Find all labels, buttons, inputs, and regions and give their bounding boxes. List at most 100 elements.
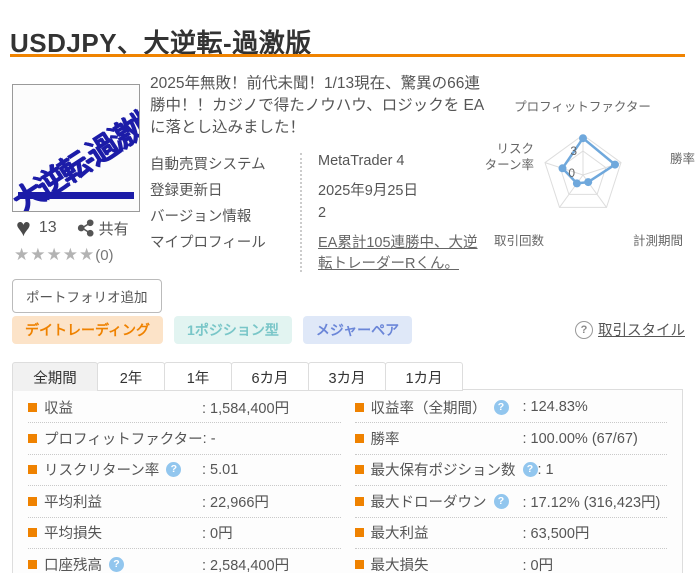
bullet-icon xyxy=(28,434,37,444)
help-icon[interactable]: ? xyxy=(522,462,538,478)
stat-head: 平均利益 xyxy=(28,491,202,512)
help-icon[interactable]: ? xyxy=(493,493,509,509)
stat-label: 勝率 xyxy=(370,432,400,449)
stat-value: : 0円 xyxy=(202,526,233,543)
stat-label: 最大損失 xyxy=(370,557,429,573)
svg-text:0: 0 xyxy=(568,166,575,180)
bullet-icon xyxy=(28,402,37,412)
share-label: 共有 xyxy=(98,220,129,238)
stat-head: 最大損失 xyxy=(354,554,523,573)
stat-label: 最大保有ポジション数 xyxy=(370,463,516,480)
product-image: 大逆転-過激版 xyxy=(12,84,140,212)
help-icon[interactable]: ? xyxy=(166,462,182,478)
stat-label: 収益 xyxy=(44,400,73,417)
bullet-icon xyxy=(354,402,364,412)
bullet-icon xyxy=(28,496,37,506)
period-tabs: 全期間 2年 1年 6カ月 3カ月 1カ月 xyxy=(12,362,463,391)
stat-label: 平均損失 xyxy=(44,526,102,543)
bullet-icon xyxy=(354,528,364,538)
tab-1[interactable]: 全期間 xyxy=(12,362,98,391)
tag-2[interactable]: 1ポジション型 xyxy=(174,316,292,344)
info-label: 登録更新日 xyxy=(150,182,223,199)
share-button[interactable]: 共有 xyxy=(77,218,129,239)
product-info-table: 自動売買システム MetaTrader 4 登録更新日 2025年9月25日バージョン… xyxy=(150,150,482,275)
bullet-icon xyxy=(28,559,37,569)
radar-axis-risk-return: リスク ターン率 xyxy=(484,142,534,172)
stat-row: 最大損失 : 0円 xyxy=(354,549,668,573)
stat-row: 収益率（全期間）?: 124.83% xyxy=(354,392,667,424)
profile-link[interactable]: EA累計105連勝中、大逆転トレーダーRくん。 xyxy=(318,234,478,272)
radar-axis-measurement-period: 計測期間 xyxy=(632,234,683,249)
rating-stars: ★★★★★(0) xyxy=(14,245,114,265)
radar-axis-trade-count: 取引回数 xyxy=(494,234,545,249)
stat-head: プロフィットファクター xyxy=(28,428,203,449)
info-label: バージョン情報 xyxy=(150,208,252,225)
tab-4[interactable]: 6カ月 xyxy=(231,362,309,391)
tab-6[interactable]: 1カ月 xyxy=(385,362,463,391)
info-value: 2025年9月25日 xyxy=(318,182,418,199)
help-icon[interactable]: ? xyxy=(109,556,124,572)
radar-axis-profit-factor: プロフィットファクター xyxy=(514,100,651,114)
star-icons: ★★★★★ xyxy=(14,245,96,264)
stat-value: : 5.01 xyxy=(202,461,239,478)
product-image-bar xyxy=(18,192,134,199)
tag-1[interactable]: デイトレーディング xyxy=(12,316,164,344)
stat-head: 口座残高? xyxy=(28,554,202,573)
bullet-icon xyxy=(28,528,37,538)
tab-5[interactable]: 3カ月 xyxy=(308,362,386,391)
stat-row: 最大ドローダウン?: 17.12% (316,423円) xyxy=(354,486,667,518)
heart-icon[interactable]: ♥ xyxy=(16,214,31,242)
stat-row: 最大保有ポジション数?: 1 xyxy=(354,455,667,487)
stat-value: : 17.12% (316,423円) xyxy=(522,494,661,511)
stat-head: 最大保有ポジション数? xyxy=(354,459,538,480)
stat-head: 収益率（全期間）? xyxy=(354,397,523,418)
stat-head: 最大利益 xyxy=(354,522,523,543)
stats-column-left: 収益: 1,584,400円 プロフィットファクター: - リスクリターン率?: 5… xyxy=(21,392,348,573)
stat-label: プロフィットファクター xyxy=(44,432,203,449)
stats-panel: 収益: 1,584,400円 プロフィットファクター: - リスクリターン率?: 5… xyxy=(12,389,683,573)
stat-head: 勝率 xyxy=(354,428,523,449)
tab-3[interactable]: 1年 xyxy=(164,362,232,391)
info-value: 2 xyxy=(318,204,327,221)
stat-row: リスクリターン率?: 5.01 xyxy=(28,455,341,487)
info-label: マイプロフィール xyxy=(150,234,266,251)
stat-row: 平均損失 : 0円 xyxy=(28,518,341,549)
trade-style-label: 取引スタイル xyxy=(598,323,685,339)
stat-row: 口座残高?: 2,584,400円 xyxy=(28,549,341,573)
stat-label: 最大ドローダウン xyxy=(370,494,487,511)
info-table-divider xyxy=(300,153,302,272)
bullet-icon xyxy=(354,496,364,506)
info-row: マイプロフィール EA累計105連勝中、大逆転トレーダーRくん。 xyxy=(150,228,482,275)
trade-style-link[interactable]: ? 取引スタイル xyxy=(575,319,685,340)
bullet-icon xyxy=(354,559,364,569)
stat-row: 収益: 1,584,400円 xyxy=(28,392,341,424)
stat-value: : 100.00% (67/67) xyxy=(522,430,638,447)
stat-head: リスクリターン率? xyxy=(28,459,202,480)
stat-row: 平均利益: 22,966円 xyxy=(28,486,341,518)
stat-value: : 124.83% xyxy=(522,399,588,416)
bullet-icon xyxy=(354,434,364,444)
info-label: 自動売買システム xyxy=(150,156,266,173)
stat-row: 勝率 : 100.00% (67/67) xyxy=(354,423,667,455)
add-portfolio-button[interactable]: ポートフォリオ追加 xyxy=(12,279,162,313)
product-description: 2025年無敗！前代未聞！1/13現在、驚異の66連勝中！！カジノで得たノウハウ… xyxy=(150,75,485,136)
info-value: MetaTrader 4 xyxy=(318,152,405,169)
help-icon: ? xyxy=(575,320,593,339)
stats-column-right: 収益率（全期間）?: 124.83% 勝率 : 100.00% (67/67) 最大保… xyxy=(348,392,675,573)
bullet-icon xyxy=(354,465,364,475)
radar-chart-svg: 30 xyxy=(544,134,622,208)
stat-label: 口座残高 xyxy=(44,557,102,573)
info-row: 自動売買システム MetaTrader 4 xyxy=(150,150,482,176)
share-icon xyxy=(77,219,94,237)
stat-value: : 63,500円 xyxy=(522,526,590,543)
tag-3[interactable]: メジャーペア xyxy=(302,316,413,344)
radar-axis-win-rate: 勝率 xyxy=(669,152,695,166)
tab-2[interactable]: 2年 xyxy=(97,362,165,391)
stat-value: : 0円 xyxy=(522,557,554,573)
stat-head: 収益 xyxy=(28,397,202,418)
help-icon[interactable]: ? xyxy=(493,399,509,415)
stat-head: 最大ドローダウン? xyxy=(354,491,523,512)
stat-head: 平均損失 xyxy=(28,522,202,543)
